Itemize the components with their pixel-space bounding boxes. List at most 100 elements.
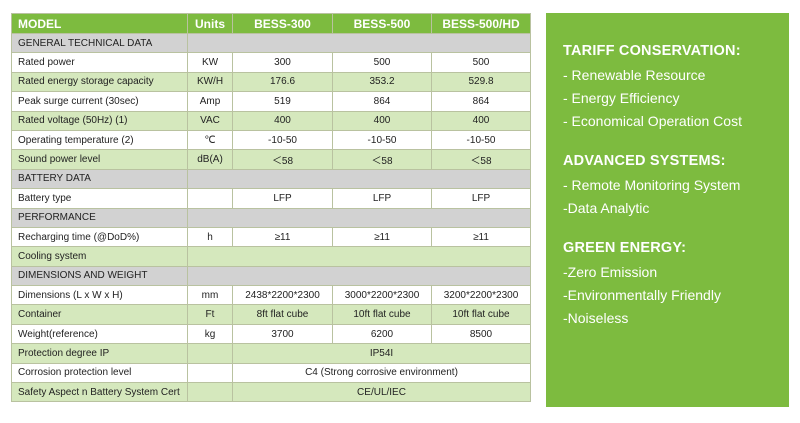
- row-unit: [187, 188, 233, 209]
- row-value: 176.6: [232, 71, 333, 93]
- row-value: LFP: [232, 188, 333, 209]
- feature-item: - Energy Efficiency: [563, 90, 680, 106]
- row-value: 10ft flat cube: [332, 304, 432, 325]
- table-row: Peak surge current (30sec) Amp 519 864 864: [11, 91, 531, 112]
- table-row: Recharging time (@DoD%) h ≥11 ≥11 ≥11: [11, 226, 531, 248]
- feature-section-title: GREEN ENERGY:: [563, 240, 687, 256]
- row-label: Rated energy storage capacity: [11, 71, 188, 93]
- row-value: 2438*2200*2300: [232, 285, 333, 306]
- row-label: Operating temperature (2): [11, 129, 188, 151]
- column-header: BESS-300: [232, 13, 333, 34]
- table-cell: [187, 32, 531, 54]
- row-unit: ℃: [187, 129, 233, 151]
- row-value: 353.2: [332, 71, 432, 93]
- row-value: 500: [332, 52, 432, 73]
- row-value: -10-50: [232, 129, 333, 151]
- row-unit: KW: [187, 52, 233, 73]
- table-cell: [187, 246, 531, 267]
- section-label: DIMENSIONS AND WEIGHT: [11, 265, 188, 287]
- feature-item: - Remote Monitoring System: [563, 177, 741, 193]
- row-unit: dB(A): [187, 149, 233, 170]
- feature-section: GREEN ENERGY: -Zero Emission -Environmenta…: [563, 240, 789, 330]
- feature-item: -Environmentally Friendly: [563, 287, 721, 303]
- table-row: Cooling system: [11, 246, 531, 267]
- row-label: Sound power level: [11, 149, 188, 170]
- row-value: 300: [232, 52, 333, 73]
- row-unit: [187, 343, 233, 364]
- row-unit: kg: [187, 323, 233, 345]
- table-row: Battery type LFP LFP LFP: [11, 188, 531, 209]
- row-label: Recharging time (@DoD%): [11, 226, 188, 248]
- row-value: 529.8: [431, 71, 531, 93]
- row-label: Weight(reference): [11, 323, 188, 345]
- section-row: DIMENSIONS AND WEIGHT: [11, 265, 531, 287]
- row-value: 6200: [332, 323, 432, 345]
- table-cell: [187, 265, 531, 287]
- row-label: Protection degree IP: [11, 343, 188, 364]
- row-unit: Amp: [187, 91, 233, 112]
- row-value: 400: [332, 110, 432, 131]
- row-value: 400: [431, 110, 531, 131]
- row-label: Battery type: [11, 188, 188, 209]
- section-row: BATTERY DATA: [11, 168, 531, 190]
- row-value: CE/UL/IEC: [232, 382, 531, 403]
- column-header: BESS-500/HD: [431, 13, 531, 34]
- row-value: 519: [232, 91, 333, 112]
- feature-item: - Renewable Resource: [563, 67, 706, 83]
- feature-item: -Data Analytic: [563, 200, 650, 216]
- row-unit: VAC: [187, 110, 233, 131]
- row-label: Container: [11, 304, 188, 325]
- table-row: Rated energy storage capacity KW/H 176.6 35…: [11, 71, 531, 93]
- section-label: BATTERY DATA: [11, 168, 188, 190]
- row-unit: KW/H: [187, 71, 233, 93]
- feature-section: ADVANCED SYSTEMS: - Remote Monitoring Sys…: [563, 153, 789, 220]
- row-value: ＜58: [232, 149, 333, 170]
- row-value: LFP: [431, 188, 531, 209]
- row-label: Rated power: [11, 52, 188, 73]
- table-row: Rated voltage (50Hz) (1) VAC 400 400 400: [11, 110, 531, 131]
- column-header: Units: [187, 13, 233, 34]
- table-row: Rated power KW 300 500 500: [11, 52, 531, 73]
- row-value: ＜58: [332, 149, 432, 170]
- row-label: Dimensions (L x W x H): [11, 285, 188, 306]
- row-label: Corrosion protection level: [11, 362, 188, 384]
- row-value: 500: [431, 52, 531, 73]
- row-value: 8ft flat cube: [232, 304, 333, 325]
- row-value: 3000*2200*2300: [332, 285, 432, 306]
- feature-section: TARIFF CONSERVATION: - Renewable Resource…: [563, 43, 789, 133]
- row-value: ＜58: [431, 149, 531, 170]
- table-row: Corrosion protection level C4 (Strong cor…: [11, 362, 531, 384]
- feature-item: -Noiseless: [563, 310, 629, 326]
- row-value: 10ft flat cube: [431, 304, 531, 325]
- row-label: Cooling system: [11, 246, 188, 267]
- row-label: Rated voltage (50Hz) (1): [11, 110, 188, 131]
- table-header-row: MODEL Units BESS-300 BESS-500 BESS-500/HD: [11, 13, 531, 34]
- feature-section-title: ADVANCED SYSTEMS:: [563, 153, 726, 169]
- table-row: Safety Aspect n Battery System Cert CE/UL…: [11, 382, 531, 403]
- row-unit: h: [187, 226, 233, 248]
- feature-item: -Zero Emission: [563, 264, 658, 280]
- section-row: GENERAL TECHNICAL DATA: [11, 32, 531, 54]
- row-value: ≥11: [232, 226, 333, 248]
- row-value: IP54I: [232, 343, 531, 364]
- row-value: LFP: [332, 188, 432, 209]
- row-label: Safety Aspect n Battery System Cert: [11, 382, 188, 403]
- row-value: 3700: [232, 323, 333, 345]
- row-value: 864: [431, 91, 531, 112]
- row-unit: mm: [187, 285, 233, 306]
- feature-section-title: TARIFF CONSERVATION:: [563, 43, 741, 59]
- row-value: ≥11: [431, 226, 531, 248]
- row-unit: [187, 362, 233, 384]
- row-value: 400: [232, 110, 333, 131]
- spec-table: MODEL Units BESS-300 BESS-500 BESS-500/HD GEN…: [11, 13, 531, 403]
- table-row: Container Ft 8ft flat cube 10ft flat cube 10…: [11, 304, 531, 325]
- feature-item: - Economical Operation Cost: [563, 113, 742, 129]
- table-row: Dimensions (L x W x H) mm 2438*2200*2300 30…: [11, 285, 531, 306]
- row-unit: Ft: [187, 304, 233, 325]
- row-value: 8500: [431, 323, 531, 345]
- table-row: Protection degree IP IP54I: [11, 343, 531, 364]
- column-header: MODEL: [11, 13, 188, 34]
- section-row: PERFORMANCE: [11, 207, 531, 228]
- row-value: -10-50: [431, 129, 531, 151]
- row-value: ≥11: [332, 226, 432, 248]
